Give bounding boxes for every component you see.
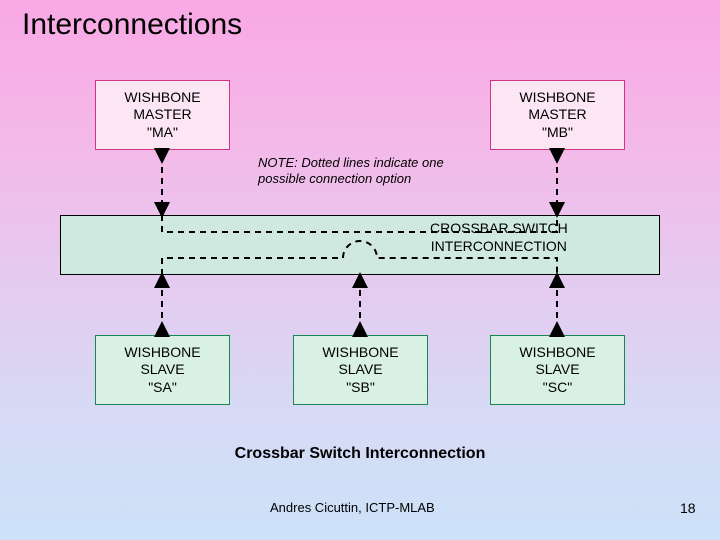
slave-sc-l1: WISHBONE (519, 344, 595, 362)
slave-sc-box: WISHBONE SLAVE "SC" (490, 335, 625, 405)
crossbar-label-l2: INTERCONNECTION (430, 238, 568, 256)
master-ma-l1: WISHBONE (124, 89, 200, 107)
slave-sb-l3: "SB" (346, 379, 375, 397)
page-title: Interconnections (22, 8, 242, 42)
crossbar-label-l1: CROSSBAR SWITCH (430, 220, 568, 238)
figure-caption: Crossbar Switch Interconnection (0, 445, 720, 463)
slave-sa-l2: SLAVE (140, 361, 184, 379)
master-mb-box: WISHBONE MASTER "MB" (490, 80, 625, 150)
master-ma-l3: "MA" (147, 124, 178, 142)
note-line1: NOTE: Dotted lines indicate one (258, 155, 444, 171)
note-line2: possible connection option (258, 171, 444, 187)
slave-sa-l3: "SA" (148, 379, 177, 397)
crossbar-box (60, 215, 660, 275)
slave-sb-l2: SLAVE (338, 361, 382, 379)
master-ma-l2: MASTER (133, 106, 191, 124)
page-number: 18 (680, 500, 696, 516)
master-ma-box: WISHBONE MASTER "MA" (95, 80, 230, 150)
slave-sb-box: WISHBONE SLAVE "SB" (293, 335, 428, 405)
slave-sa-l1: WISHBONE (124, 344, 200, 362)
crossbar-label: CROSSBAR SWITCH INTERCONNECTION (430, 220, 568, 255)
slave-sa-box: WISHBONE SLAVE "SA" (95, 335, 230, 405)
slave-sc-l3: "SC" (543, 379, 572, 397)
slave-sb-l1: WISHBONE (322, 344, 398, 362)
footer-author: Andres Cicuttin, ICTP-MLAB (270, 500, 435, 515)
note-text: NOTE: Dotted lines indicate one possible… (258, 155, 444, 188)
master-mb-l3: "MB" (542, 124, 573, 142)
slave-sc-l2: SLAVE (535, 361, 579, 379)
master-mb-l2: MASTER (528, 106, 586, 124)
master-mb-l1: WISHBONE (519, 89, 595, 107)
